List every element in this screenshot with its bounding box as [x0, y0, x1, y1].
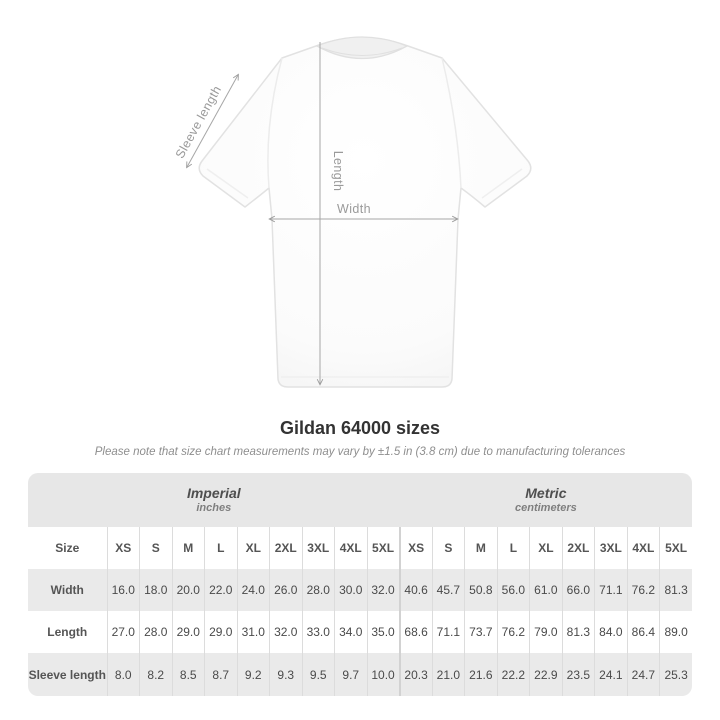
size-col-imperial-s: S [139, 527, 172, 569]
length-imperial-value: 31.0 [236, 611, 270, 653]
length-metric-value: 79.0 [529, 611, 563, 653]
sleeve-metric-value: 24.7 [626, 653, 660, 696]
sleeve-imperial-value: 9.7 [334, 653, 367, 696]
size-col-imperial-xl: XL [236, 527, 270, 569]
width-label: Width [337, 202, 371, 216]
length-metric-value: 89.0 [659, 611, 692, 653]
sleeve-metric-value: 25.3 [659, 653, 692, 696]
width-imperial-value: 26.0 [269, 569, 302, 611]
width-metric-value: 45.7 [431, 569, 465, 611]
row-label-width: Width [28, 569, 107, 611]
width-metric-value: 71.1 [594, 569, 628, 611]
size-col-imperial-5xl: 5XL [366, 527, 400, 569]
length-metric-value: 81.3 [561, 611, 595, 653]
length-metric-value: 68.6 [398, 611, 433, 653]
size-col-metric-5xl: 5XL [659, 527, 692, 569]
sleeve-metric-value: 22.9 [529, 653, 563, 696]
sleeve-imperial-value: 9.3 [269, 653, 302, 696]
length-metric-value: 84.0 [594, 611, 628, 653]
unit-group-header-row: Imperial inches Metric centimeters [28, 473, 692, 527]
imperial-unit: inches [196, 502, 232, 514]
length-imperial-value: 28.0 [139, 611, 172, 653]
size-col-metric-xl: XL [529, 527, 563, 569]
tolerance-note: Please note that size chart measurements… [94, 446, 626, 458]
length-label: Length [331, 151, 345, 192]
width-imperial-value: 18.0 [139, 569, 172, 611]
table-row-sleeve-length: Sleeve length 8.0 8.2 8.5 8.7 9.2 9.3 9.… [28, 653, 692, 696]
sleeve-metric-value: 24.1 [594, 653, 628, 696]
length-metric-value: 71.1 [431, 611, 465, 653]
length-imperial-value: 27.0 [106, 611, 140, 653]
length-imperial-value: 35.0 [366, 611, 400, 653]
metric-unit: centimeters [514, 502, 577, 514]
table-row-width: Width 16.0 18.0 20.0 22.0 24.0 26.0 28.0… [28, 569, 692, 611]
size-table: Imperial inches Metric centimeters Size … [28, 473, 692, 696]
width-imperial-value: 24.0 [236, 569, 270, 611]
width-metric-value: 81.3 [659, 569, 692, 611]
width-metric-value: 56.0 [496, 569, 530, 611]
length-imperial-value: 32.0 [269, 611, 302, 653]
tshirt-diagram: Length Width Sleeve length [173, 36, 532, 388]
sleeve-imperial-value: 9.5 [301, 653, 335, 696]
length-metric-value: 73.7 [464, 611, 498, 653]
imperial-group-header: Imperial inches [28, 473, 400, 527]
width-imperial-value: 30.0 [334, 569, 367, 611]
length-imperial-value: 33.0 [301, 611, 335, 653]
imperial-label: Imperial [186, 485, 241, 501]
sleeve-metric-value: 21.6 [464, 653, 498, 696]
size-col-metric-3xl: 3XL [594, 527, 628, 569]
row-label-sleeve-length: Sleeve length [28, 653, 107, 696]
size-col-metric-s: S [431, 527, 465, 569]
metric-group-header: Metric centimeters [399, 473, 692, 527]
width-imperial-value: 28.0 [301, 569, 335, 611]
width-metric-value: 76.2 [626, 569, 660, 611]
sleeve-imperial-value: 8.7 [204, 653, 237, 696]
width-imperial-value: 22.0 [204, 569, 237, 611]
width-metric-value: 66.0 [561, 569, 595, 611]
sleeve-imperial-value: 8.0 [106, 653, 140, 696]
size-col-imperial-3xl: 3XL [301, 527, 335, 569]
sleeve-metric-value: 21.0 [431, 653, 465, 696]
length-imperial-value: 29.0 [204, 611, 237, 653]
sleeve-metric-value: 20.3 [398, 653, 433, 696]
metric-label: Metric [525, 485, 567, 501]
tshirt-image [198, 36, 532, 388]
size-header-row: Size XS S M L XL 2XL 3XL 4XL 5XL XS S M … [28, 527, 692, 569]
sleeve-imperial-value: 9.2 [236, 653, 270, 696]
size-col-imperial-2xl: 2XL [269, 527, 302, 569]
length-metric-value: 76.2 [496, 611, 530, 653]
row-label-length: Length [28, 611, 107, 653]
sleeve-metric-value: 23.5 [561, 653, 595, 696]
size-column-header: Size [28, 527, 107, 569]
length-imperial-value: 29.0 [171, 611, 205, 653]
table-row-length: Length 27.0 28.0 29.0 29.0 31.0 32.0 33.… [28, 611, 692, 653]
size-col-imperial-l: L [204, 527, 237, 569]
width-imperial-value: 20.0 [171, 569, 205, 611]
size-table-container: Imperial inches Metric centimeters Size … [28, 473, 692, 696]
size-col-metric-l: L [496, 527, 530, 569]
width-imperial-value: 32.0 [366, 569, 400, 611]
sleeve-imperial-value: 10.0 [366, 653, 400, 696]
size-col-metric-4xl: 4XL [626, 527, 660, 569]
size-col-metric-m: M [464, 527, 498, 569]
width-metric-value: 50.8 [464, 569, 498, 611]
sleeve-measure-arrow [186, 73, 239, 169]
size-col-imperial-4xl: 4XL [334, 527, 367, 569]
size-col-metric-2xl: 2XL [561, 527, 595, 569]
width-metric-value: 40.6 [398, 569, 433, 611]
size-col-imperial-xs: XS [106, 527, 140, 569]
sleeve-metric-value: 22.2 [496, 653, 530, 696]
sleeve-imperial-value: 8.2 [139, 653, 172, 696]
size-chart-title: Gildan 64000 sizes [279, 418, 441, 438]
length-metric-value: 86.4 [626, 611, 660, 653]
sleeve-imperial-value: 8.5 [171, 653, 205, 696]
width-metric-value: 61.0 [529, 569, 563, 611]
length-imperial-value: 34.0 [334, 611, 367, 653]
size-col-metric-xs: XS [398, 527, 433, 569]
width-imperial-value: 16.0 [106, 569, 140, 611]
size-col-imperial-m: M [171, 527, 205, 569]
